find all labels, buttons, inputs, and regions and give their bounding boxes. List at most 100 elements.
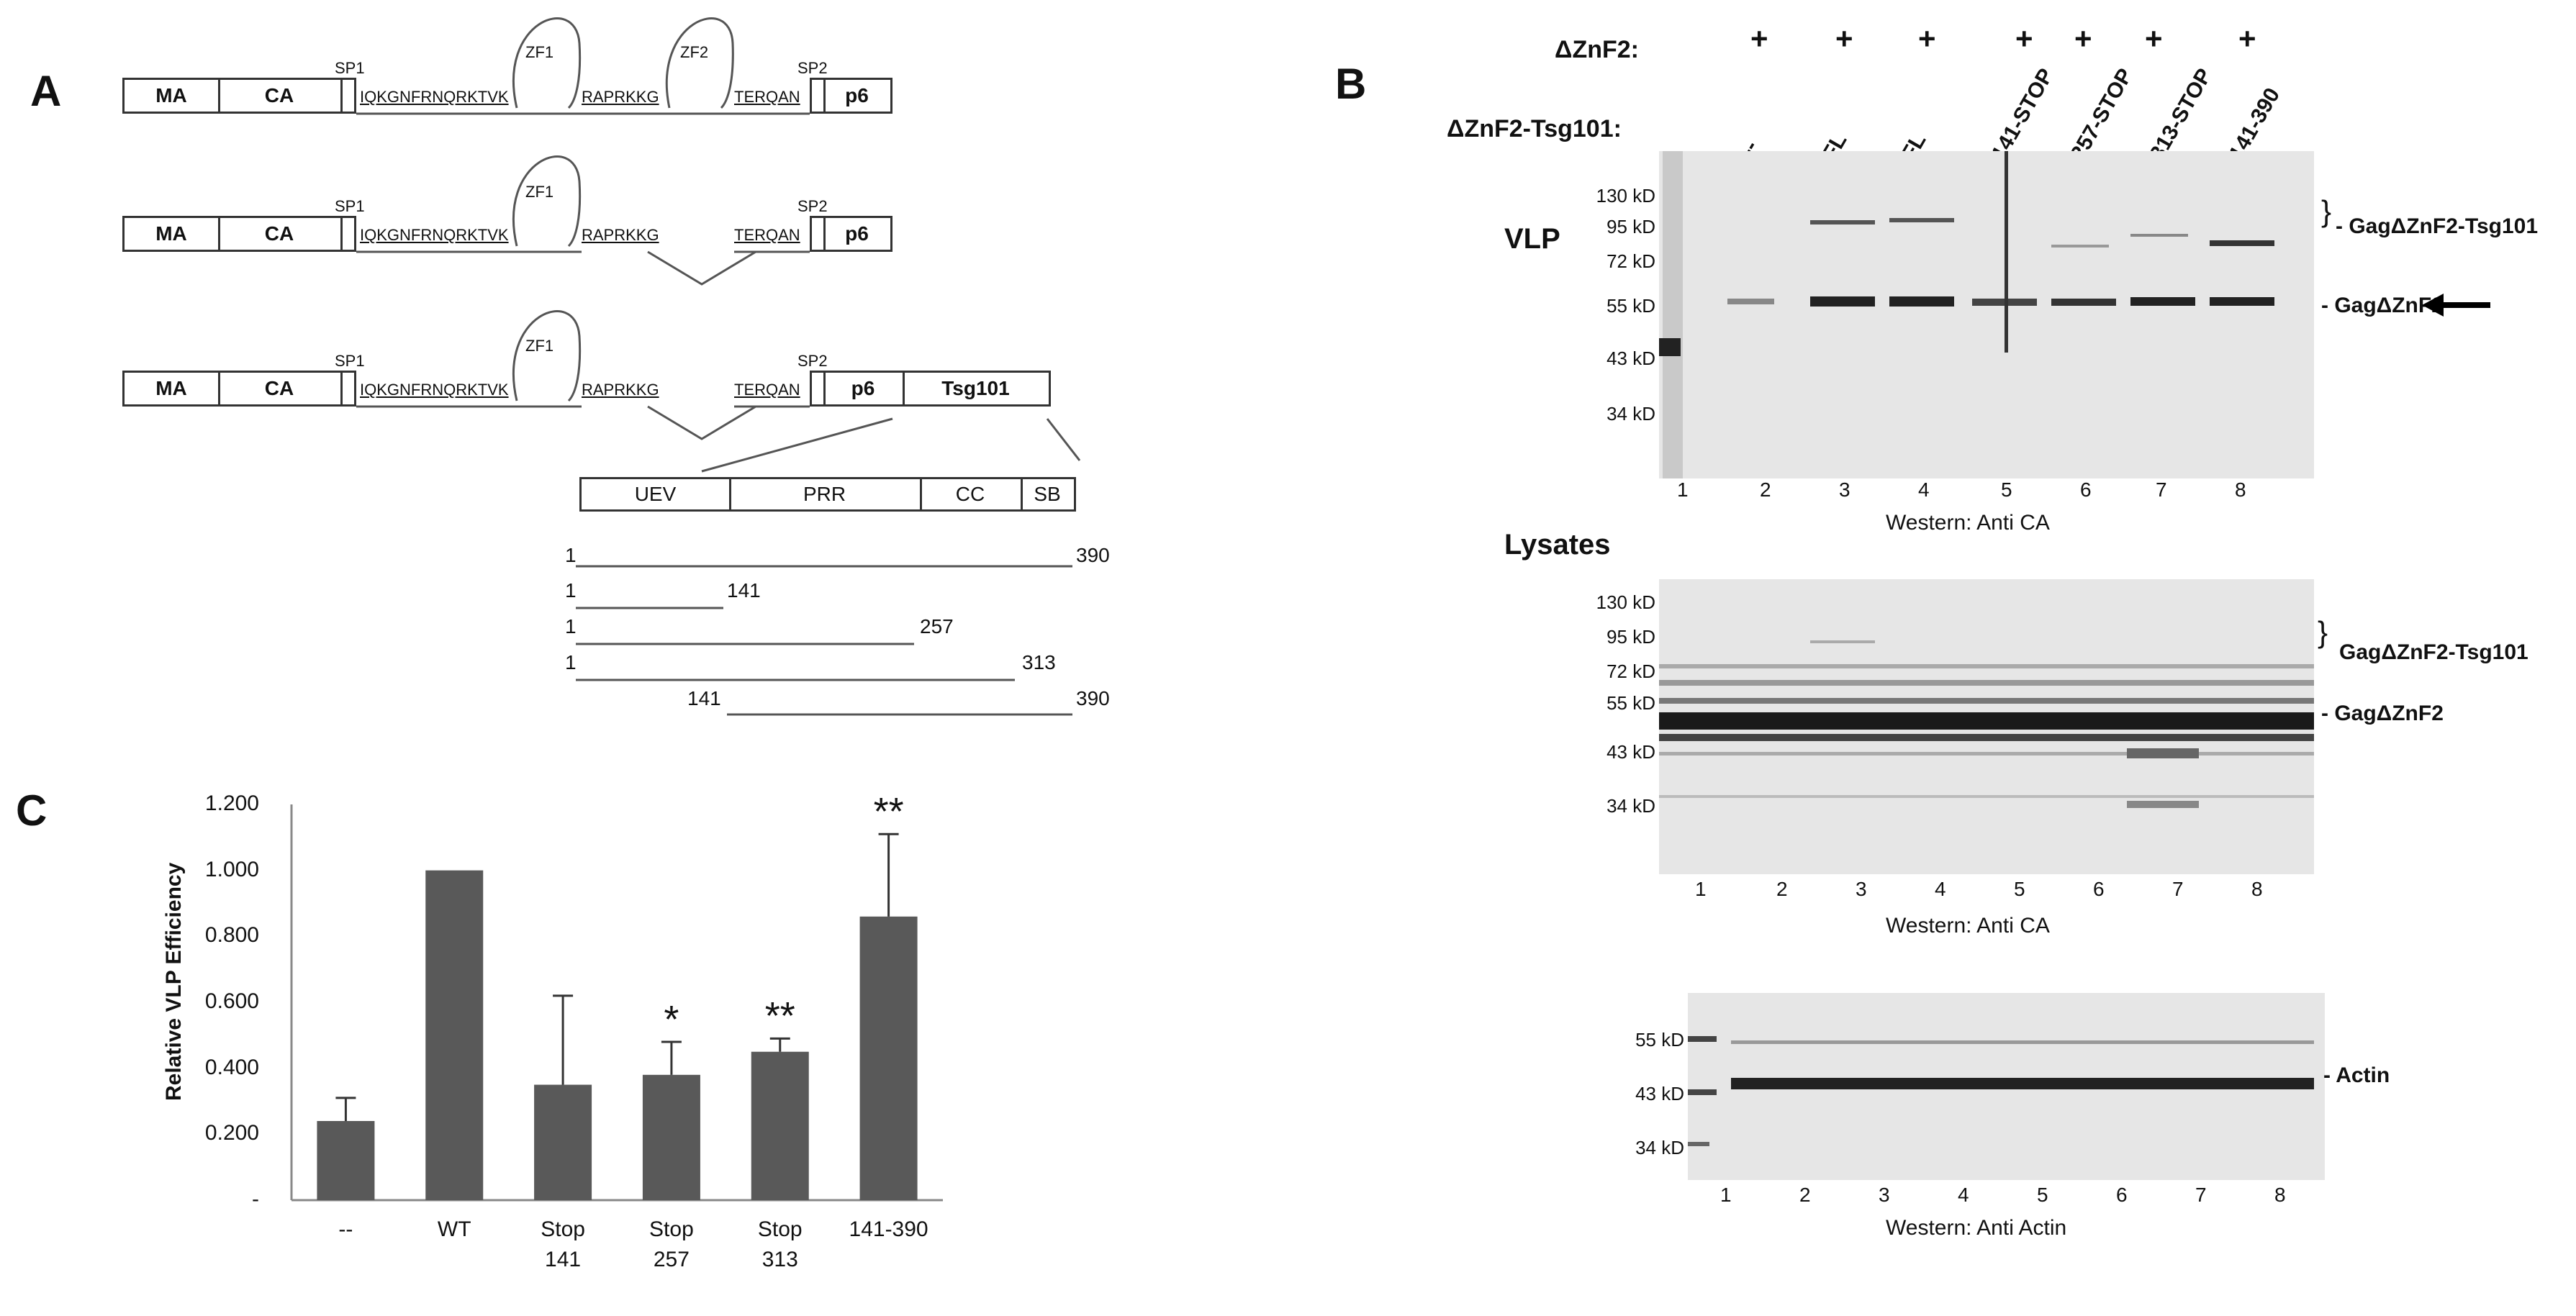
- fusion-bracket: }: [2318, 615, 2328, 649]
- mw-marker: 72 kD: [1606, 250, 1655, 272]
- lysate-fusion-label: GagΔZnF2-Tsg101: [2339, 640, 2528, 664]
- y-tick-label: 0.400: [204, 1056, 259, 1079]
- fusion-band-label: - GagΔZnF2-Tsg101: [2336, 214, 2539, 238]
- actin-band-label: - Actin: [2323, 1063, 2390, 1087]
- actin-western-label: Western: Anti Actin: [1886, 1216, 2067, 1240]
- mw-marker: 95 kD: [1606, 216, 1655, 237]
- sp2-segment: [812, 218, 826, 250]
- lane-number: 6: [2080, 478, 2092, 501]
- bar: [751, 1051, 809, 1200]
- zf2-loop: [665, 17, 734, 109]
- mw-marker: 34 kD: [1606, 795, 1655, 817]
- x-category-label: Stop 313: [757, 1217, 803, 1271]
- seq-right: TERQAN: [734, 381, 800, 399]
- x-category-label: Stop 141: [541, 1217, 585, 1271]
- fragment-start: 141: [687, 687, 721, 709]
- plus-mark: +: [2238, 22, 2256, 55]
- p6-box: p6: [810, 78, 892, 114]
- plus-mark: +: [1918, 22, 1936, 55]
- x-category-label: --: [338, 1217, 353, 1241]
- p6-domain: p6: [845, 222, 869, 245]
- seq-mid: RAPRKKG: [582, 88, 659, 106]
- fragment-start: 1: [565, 579, 577, 602]
- ca-domain: CA: [218, 80, 343, 112]
- lane-number: 2: [1760, 478, 1771, 501]
- sp2-segment: [812, 373, 826, 404]
- y-tick-label: 0.600: [204, 989, 259, 1013]
- lane-number: 7: [2156, 478, 2167, 501]
- plus-mark: +: [2074, 22, 2092, 55]
- lane-number: 5: [2001, 478, 2012, 501]
- lane-number: 7: [2195, 1184, 2207, 1206]
- fragment-end: 390: [1076, 687, 1110, 709]
- lane-number: 2: [1799, 1184, 1811, 1206]
- ma-domain: MA: [125, 218, 220, 250]
- zf1-label: ZF1: [525, 183, 554, 201]
- lane-number: 8: [2251, 878, 2263, 900]
- bar: [859, 916, 918, 1200]
- panel-label-c: C: [16, 786, 48, 835]
- y-tick-label: 1.000: [204, 858, 259, 881]
- mw-marker: 34 kD: [1635, 1137, 1684, 1158]
- zf1-loop: [512, 17, 582, 109]
- bar: [425, 870, 484, 1200]
- mw-marker: 34 kD: [1606, 403, 1655, 425]
- lysate-blot-image: [1659, 579, 2314, 874]
- fragment-start: 1: [565, 615, 577, 637]
- bar: [642, 1074, 700, 1200]
- seq-left: IQKGNFRNQRKTVK: [360, 226, 509, 244]
- seq-left: IQKGNFRNQRKTVK: [360, 88, 509, 106]
- plus-mark: +: [1750, 22, 1768, 55]
- vlp-label: VLP: [1504, 223, 1560, 255]
- prr-domain: PRR: [729, 479, 922, 509]
- lane-number: 4: [1958, 1184, 1969, 1206]
- sp2-segment: [812, 80, 826, 112]
- lane-number: 4: [1918, 478, 1930, 501]
- lane-number: 3: [1856, 878, 1867, 900]
- actin-blot-image: [1688, 993, 2325, 1180]
- ma-domain: MA: [125, 80, 220, 112]
- gag-ma-ca-box-2: MA CA: [122, 216, 356, 252]
- lane-number: 8: [2235, 478, 2246, 501]
- fragment-end: 141: [727, 579, 761, 602]
- plus-mark: +: [1835, 22, 1853, 55]
- lane-number: 6: [2116, 1184, 2128, 1206]
- panel-label-b: B: [1335, 60, 1367, 108]
- lane-number: 6: [2093, 878, 2105, 900]
- y-tick-label: 0.200: [204, 1121, 259, 1145]
- ca-domain: CA: [218, 373, 343, 404]
- y-tick-label: 0.800: [204, 923, 259, 947]
- zf1-label: ZF1: [525, 337, 554, 355]
- sp1-label: SP1: [335, 197, 365, 215]
- seq-right: TERQAN: [734, 88, 800, 106]
- fragment-start: 1: [565, 651, 577, 673]
- lysate-western-label: Western: Anti CA: [1886, 914, 2050, 938]
- lane-number: 1: [1695, 878, 1707, 900]
- cc-domain: CC: [920, 479, 1023, 509]
- zf2-deletion: [647, 405, 756, 440]
- significance-mark: *: [664, 998, 679, 1041]
- seq-right: TERQAN: [734, 226, 800, 244]
- gag-ma-ca-box: MA CA: [122, 78, 356, 114]
- mw-marker: 55 kD: [1606, 692, 1655, 714]
- gag-ma-ca-box-3: MA CA: [122, 371, 356, 407]
- mw-marker: 130 kD: [1596, 591, 1655, 613]
- p6-box-2: p6: [810, 216, 892, 252]
- lane-number: 4: [1935, 878, 1946, 900]
- plus-mark: +: [2015, 22, 2033, 55]
- sp1-label: SP1: [335, 352, 365, 370]
- mw-marker: 43 kD: [1635, 1083, 1684, 1104]
- lysate-gag-label: - GagΔZnF2: [2321, 702, 2444, 725]
- sp1-label: SP1: [335, 59, 365, 77]
- tsg101-domain-map: UEV PRR CC SB: [579, 477, 1076, 512]
- y-tick-label: -: [252, 1187, 259, 1211]
- lane-number: 7: [2172, 878, 2184, 900]
- lane-number: 5: [2037, 1184, 2048, 1206]
- plus-mark: +: [2145, 22, 2163, 55]
- sp2-label: SP2: [797, 59, 828, 77]
- sp2-label: SP2: [797, 197, 828, 215]
- dznf2-tsg101-row-label: ΔZnF2-Tsg101:: [1447, 115, 1622, 142]
- significance-mark: **: [873, 790, 904, 834]
